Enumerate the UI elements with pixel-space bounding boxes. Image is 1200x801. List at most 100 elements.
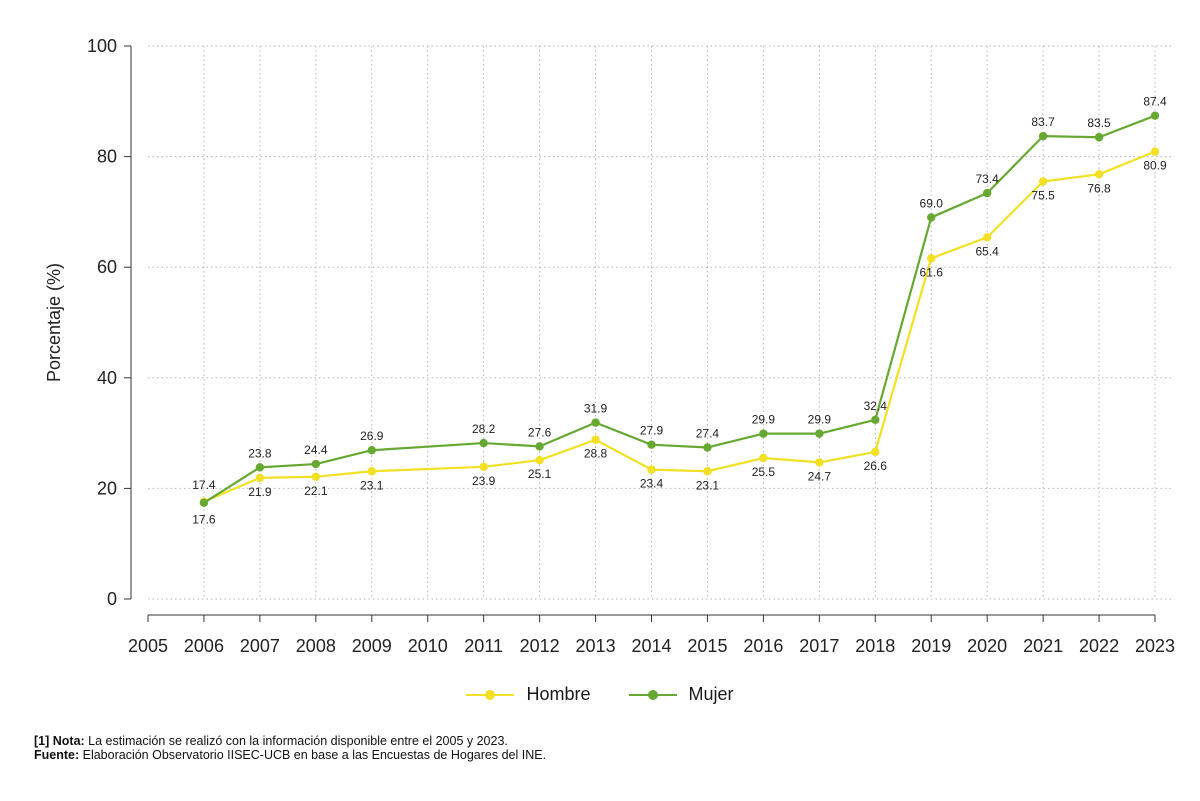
data-label-mujer: 83.7 xyxy=(1031,115,1055,129)
x-tick-label: 2009 xyxy=(352,636,392,656)
source-prefix: Fuente: xyxy=(34,748,80,762)
x-tick-label: 2007 xyxy=(240,636,280,656)
point-mujer xyxy=(255,463,265,472)
point-mujer xyxy=(759,429,768,438)
data-label-mujer: 73.4 xyxy=(975,172,999,186)
x-tick-label: 2011 xyxy=(464,636,503,656)
y-tick-label: 0 xyxy=(107,589,117,609)
data-label-mujer: 23.8 xyxy=(248,446,272,460)
data-label-mujer: 27.6 xyxy=(528,425,552,439)
point-hombre xyxy=(255,473,265,483)
y-tick-label: 40 xyxy=(97,368,117,388)
x-tick-label: 2021 xyxy=(1023,636,1063,656)
footnotes: [1] Nota: La estimación se realizó con l… xyxy=(34,734,546,762)
x-tick-label: 2022 xyxy=(1079,636,1119,656)
point-mujer xyxy=(1094,133,1104,142)
data-label-hombre: 23.1 xyxy=(360,478,384,492)
point-mujer xyxy=(647,440,656,449)
data-label-mujer: 29.9 xyxy=(808,413,832,427)
note-prefix: [1] Nota: xyxy=(34,734,85,748)
data-label-mujer: 29.9 xyxy=(752,413,776,427)
data-label-mujer: 27.4 xyxy=(696,426,720,440)
data-label-hombre: 23.4 xyxy=(640,477,664,491)
point-hombre xyxy=(1038,177,1048,186)
point-mujer xyxy=(535,442,544,451)
data-label-hombre: 65.4 xyxy=(975,244,999,258)
data-label-hombre: 61.6 xyxy=(920,265,944,279)
x-tick-label: 2006 xyxy=(184,636,224,656)
data-label-hombre: 22.1 xyxy=(304,484,328,498)
x-tick-label: 2019 xyxy=(911,636,951,656)
point-hombre xyxy=(311,472,321,481)
point-mujer xyxy=(591,418,600,427)
x-tick-label: 2008 xyxy=(296,636,336,656)
data-label-mujer: 27.9 xyxy=(640,424,664,438)
point-mujer xyxy=(479,438,488,448)
point-mujer xyxy=(982,188,992,198)
x-tick-label: 2016 xyxy=(743,636,783,656)
data-label-mujer: 32.4 xyxy=(864,399,888,413)
source-text: Elaboración Observatorio IISEC-UCB en ba… xyxy=(79,748,547,762)
x-tick-label: 2015 xyxy=(687,636,727,656)
y-tick-label: 100 xyxy=(87,36,117,56)
x-tick-label: 2012 xyxy=(520,636,560,656)
data-label-mujer: 24.4 xyxy=(304,443,328,457)
point-mujer xyxy=(927,213,936,222)
point-mujer xyxy=(703,443,712,452)
point-hombre xyxy=(535,455,544,465)
legend-swatch-mujer xyxy=(628,685,677,705)
data-label-hombre: 24.7 xyxy=(808,469,832,483)
point-hombre xyxy=(703,467,712,476)
x-tick-label: 2018 xyxy=(855,636,895,656)
data-label-hombre: 76.8 xyxy=(1087,181,1111,195)
data-label-mujer: 83.5 xyxy=(1087,116,1111,130)
data-label-mujer: 26.9 xyxy=(360,429,384,443)
note-text: La estimación se realizó con la informac… xyxy=(84,734,508,748)
legend: Hombre Mujer xyxy=(0,684,1200,705)
x-tick-label: 2014 xyxy=(631,636,671,656)
point-hombre xyxy=(1150,147,1160,156)
point-hombre xyxy=(647,465,656,474)
legend-label-mujer: Mujer xyxy=(688,684,734,704)
data-label-hombre: 26.6 xyxy=(864,459,888,473)
data-label-hombre: 17.6 xyxy=(192,513,216,527)
point-hombre xyxy=(591,435,600,444)
y-tick-label: 60 xyxy=(97,257,117,277)
x-tick-label: 2005 xyxy=(128,636,168,656)
x-tick-label: 2020 xyxy=(967,636,1007,656)
data-label-mujer: 69.0 xyxy=(920,196,944,210)
point-hombre xyxy=(927,254,936,263)
note-line: [1] Nota: La estimación se realizó con l… xyxy=(34,734,546,748)
point-mujer xyxy=(367,446,376,455)
series-group xyxy=(199,111,1160,507)
data-label-hombre: 75.5 xyxy=(1031,188,1055,202)
point-hombre xyxy=(367,467,376,476)
data-label-hombre: 23.1 xyxy=(696,478,720,492)
point-hombre xyxy=(1094,170,1104,179)
y-tick-label: 20 xyxy=(97,478,117,498)
data-labels: 17.6 17.4 21.9 23.8 22.1 24.4 23.1 26.9 23.9 28.2… xyxy=(192,95,1167,527)
y-axis-title: Porcentaje (%) xyxy=(44,263,64,382)
gridlines xyxy=(148,45,1173,600)
point-hombre xyxy=(815,458,824,467)
data-label-mujer: 87.4 xyxy=(1143,95,1167,109)
data-label-mujer: 17.4 xyxy=(192,478,216,492)
data-label-hombre: 25.5 xyxy=(752,465,776,479)
series-line-hombre xyxy=(203,150,1156,503)
source-line: Fuente: Elaboración Observatorio IISEC-U… xyxy=(34,748,546,762)
line-chart: 0 20 40 60 80 100 2005 2006 2007 2008 2009 2010 2011… xyxy=(44,36,1175,656)
x-tick-label: 2010 xyxy=(408,636,448,656)
point-mujer xyxy=(815,429,824,438)
point-hombre xyxy=(759,453,768,463)
y-tick-label: 80 xyxy=(97,147,117,167)
point-hombre xyxy=(871,447,880,457)
series-line-mujer xyxy=(203,114,1156,504)
point-mujer xyxy=(1038,131,1048,141)
data-label-hombre: 28.8 xyxy=(584,447,608,461)
point-hombre xyxy=(982,233,992,242)
point-hombre xyxy=(479,462,488,472)
legend-label-hombre: Hombre xyxy=(526,684,591,704)
x-tick-label: 2017 xyxy=(799,636,839,656)
data-label-mujer: 28.2 xyxy=(472,422,496,436)
point-mujer xyxy=(871,415,880,425)
